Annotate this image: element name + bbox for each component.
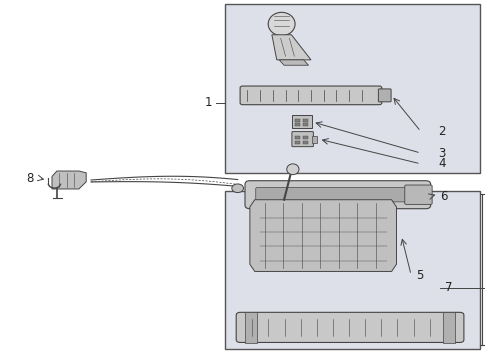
Bar	[295, 140, 300, 144]
FancyBboxPatch shape	[256, 188, 420, 202]
FancyBboxPatch shape	[240, 86, 382, 105]
Bar	[303, 123, 308, 126]
Polygon shape	[52, 171, 86, 189]
Bar	[295, 119, 300, 122]
Text: 8: 8	[26, 172, 34, 185]
Bar	[303, 136, 308, 139]
Polygon shape	[272, 35, 311, 60]
Text: 2: 2	[438, 125, 445, 138]
Text: 7: 7	[445, 281, 453, 294]
FancyBboxPatch shape	[405, 185, 432, 204]
FancyBboxPatch shape	[378, 89, 391, 102]
Bar	[303, 119, 308, 122]
Polygon shape	[279, 60, 309, 65]
Polygon shape	[250, 200, 396, 271]
Bar	[295, 123, 300, 126]
Text: 5: 5	[416, 269, 423, 282]
FancyBboxPatch shape	[293, 116, 312, 129]
Text: 3: 3	[438, 147, 445, 159]
Text: 4: 4	[438, 157, 445, 170]
Bar	[303, 140, 308, 144]
Bar	[295, 136, 300, 139]
Text: 6: 6	[441, 190, 448, 203]
Ellipse shape	[268, 12, 295, 36]
FancyBboxPatch shape	[292, 132, 314, 147]
Bar	[443, 312, 455, 343]
Ellipse shape	[287, 164, 299, 175]
FancyBboxPatch shape	[245, 181, 431, 209]
Circle shape	[232, 184, 244, 193]
FancyBboxPatch shape	[236, 312, 464, 342]
Text: 1: 1	[205, 96, 212, 109]
Bar	[225, 4, 480, 173]
Bar	[225, 191, 480, 348]
Bar	[245, 312, 257, 343]
Bar	[313, 136, 318, 143]
